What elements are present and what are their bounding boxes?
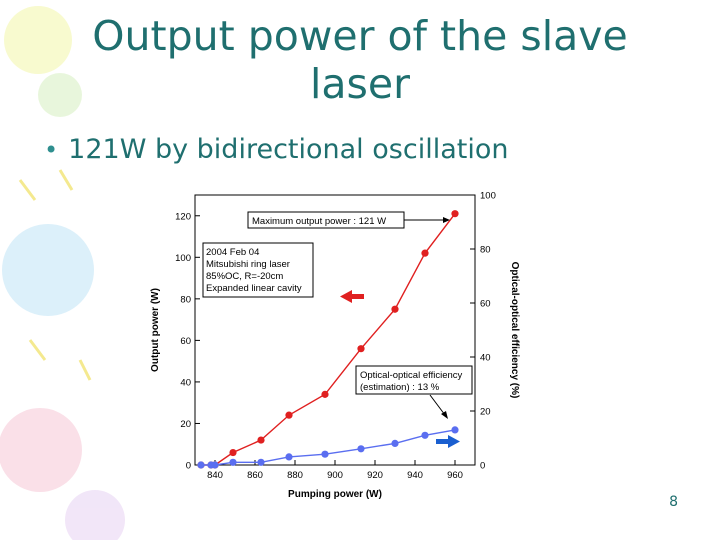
series-1-point bbox=[357, 345, 365, 353]
series-2-point bbox=[391, 439, 399, 447]
series-1-point bbox=[257, 436, 265, 444]
bullet-text: 121W by bidirectional oscillation bbox=[68, 134, 509, 165]
series-2-point bbox=[211, 461, 219, 469]
series-layer bbox=[197, 210, 459, 469]
right-tick-label: 60 bbox=[480, 299, 491, 310]
balloon-lilac bbox=[65, 490, 125, 540]
bullet-icon: • bbox=[44, 136, 59, 164]
x-axis-label: Pumping power (W) bbox=[288, 489, 382, 500]
right-tick-label: 20 bbox=[480, 407, 491, 418]
left-tick-label: 100 bbox=[175, 253, 191, 264]
efficiency-annotation-box bbox=[355, 365, 473, 395]
series-2-point bbox=[421, 431, 429, 439]
x-tick-label: 920 bbox=[367, 470, 383, 481]
x-tick-label: 960 bbox=[447, 470, 463, 481]
info-annotation-box bbox=[202, 242, 314, 298]
series-2-point bbox=[285, 453, 293, 461]
info-line-3: 85%OC, R=-20cm bbox=[206, 271, 283, 282]
sparkle-ray bbox=[18, 179, 37, 201]
x-tick-label: 940 bbox=[407, 470, 423, 481]
series-2-point bbox=[357, 445, 365, 453]
series-2-point bbox=[451, 426, 459, 434]
left-axis-ticks: 0 20 40 60 80 100 120 bbox=[175, 211, 200, 472]
sparkle-ray bbox=[28, 339, 47, 361]
left-tick-label: 20 bbox=[180, 419, 191, 430]
left-tick-label: 0 bbox=[186, 461, 191, 472]
efficiency-line-2: (estimation) : 13 % bbox=[360, 382, 440, 393]
x-tick-label: 860 bbox=[247, 470, 263, 481]
right-tick-label: 0 bbox=[480, 461, 485, 472]
left-tick-label: 60 bbox=[180, 336, 191, 347]
sparkle-ray bbox=[78, 359, 92, 381]
page-number: 8 bbox=[669, 494, 678, 510]
bullet-item: • 121W by bidirectional oscillation bbox=[44, 130, 508, 170]
y-axis-label-left: Output power (W) bbox=[150, 288, 161, 372]
right-tick-label: 40 bbox=[480, 353, 491, 364]
left-axis-arrow bbox=[340, 290, 364, 303]
balloon-pink bbox=[0, 408, 82, 492]
left-tick-label: 40 bbox=[180, 377, 191, 388]
series-2-point bbox=[197, 461, 205, 469]
info-line-1: 2004 Feb 04 bbox=[206, 247, 259, 258]
right-tick-label: 80 bbox=[480, 245, 491, 256]
plot-frame bbox=[194, 194, 476, 466]
series-1-point bbox=[229, 448, 237, 457]
series-1-point bbox=[451, 210, 459, 218]
right-tick-label: 100 bbox=[480, 191, 496, 202]
sparkle-ray bbox=[58, 169, 74, 191]
series-1-point bbox=[421, 249, 429, 257]
y-axis-label-right: Optical-optical efficiency (%) bbox=[509, 262, 520, 399]
efficiency-pointer bbox=[429, 394, 446, 416]
series-2-point bbox=[257, 458, 265, 466]
slide-title: Output power of the slave laser bbox=[40, 12, 680, 108]
efficiency-line-1: Optical-optical efficiency bbox=[360, 370, 463, 381]
x-tick-label: 840 bbox=[207, 470, 223, 481]
max-output-arrowhead bbox=[443, 217, 450, 223]
series-1-point bbox=[285, 411, 293, 419]
series-2-point bbox=[321, 450, 329, 458]
balloon-yellow bbox=[4, 6, 72, 74]
right-axis-arrow bbox=[436, 435, 460, 448]
slide-title-line1: Output power of the slave bbox=[92, 12, 628, 60]
efficiency-arrowhead bbox=[441, 411, 448, 419]
right-axis-ticks: 0 20 40 60 80 100 bbox=[470, 191, 496, 472]
output-power-chart: 0 20 40 60 80 100 120 0 20 40 60 80 100 840 860 880 90… bbox=[150, 191, 520, 501]
max-output-annotation: Maximum output power : 121 W bbox=[252, 216, 386, 227]
balloon-blue bbox=[2, 224, 94, 316]
info-line-4: Expanded linear cavity bbox=[206, 283, 302, 294]
balloon-green bbox=[38, 73, 82, 117]
info-line-2: Mitsubishi ring laser bbox=[206, 259, 290, 270]
x-tick-label: 900 bbox=[327, 470, 343, 481]
x-axis-ticks: 840 860 880 900 920 940 960 bbox=[207, 460, 463, 481]
left-tick-label: 80 bbox=[180, 294, 191, 305]
left-tick-label: 120 bbox=[175, 211, 191, 222]
series-2-point bbox=[229, 458, 237, 466]
x-tick-label: 880 bbox=[287, 470, 303, 481]
series-1-point bbox=[321, 390, 329, 398]
slide-title-line2: laser bbox=[310, 60, 410, 108]
series-1-point bbox=[391, 305, 399, 313]
